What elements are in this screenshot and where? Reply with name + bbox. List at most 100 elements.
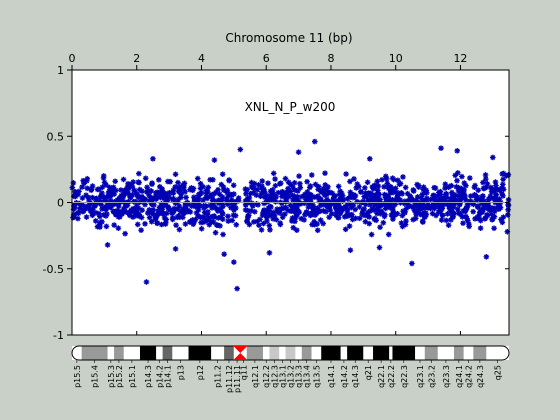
data-point (77, 205, 83, 212)
data-point (323, 208, 329, 215)
band-label: q23.3 (442, 365, 451, 388)
data-point (170, 190, 177, 197)
band-segment (246, 346, 263, 360)
data-point (460, 220, 466, 226)
data-point (211, 157, 218, 163)
data-point (304, 192, 311, 199)
data-point (402, 184, 409, 191)
band-label: p13 (176, 365, 185, 380)
data-point (296, 173, 302, 179)
x-tick-label: 4 (198, 52, 205, 65)
data-point (459, 214, 466, 220)
data-point (259, 178, 265, 184)
data-point (142, 221, 148, 227)
data-point (290, 224, 297, 231)
data-point (347, 178, 353, 185)
data-point (275, 189, 282, 196)
data-point (374, 178, 381, 185)
data-point (111, 222, 117, 228)
data-point (382, 211, 388, 218)
data-point (347, 189, 354, 196)
data-point (381, 183, 387, 190)
data-point (242, 207, 249, 213)
data-point (183, 194, 189, 201)
data-point (135, 194, 142, 201)
data-point (282, 175, 289, 182)
data-point (335, 197, 342, 204)
data-point (282, 211, 288, 217)
data-point (364, 212, 371, 219)
band-label: q12.3 (270, 365, 279, 388)
plot-area: XNL_N_P_w200 (69, 69, 512, 336)
data-point (256, 222, 262, 229)
data-point (448, 182, 455, 189)
data-point (254, 187, 261, 193)
data-point (339, 205, 345, 212)
data-point (438, 145, 444, 151)
data-point (96, 222, 103, 228)
data-point (143, 279, 150, 285)
data-point (267, 227, 273, 233)
data-point (154, 220, 160, 227)
band-segment (340, 346, 348, 360)
data-point (83, 178, 90, 184)
data-point (250, 184, 256, 190)
data-point (301, 200, 308, 207)
data-point (173, 222, 179, 228)
x-tick-label: 0 (69, 52, 76, 65)
data-point (276, 181, 283, 187)
data-point (153, 196, 160, 202)
data-point (161, 215, 168, 221)
data-point (243, 190, 249, 197)
band-label: q24.3 (476, 365, 485, 388)
data-point (226, 177, 232, 183)
data-point (335, 214, 341, 221)
data-point (500, 214, 507, 220)
data-point (408, 197, 415, 203)
data-point (112, 178, 119, 185)
data-point (296, 209, 303, 215)
data-point (505, 171, 512, 178)
data-point (479, 209, 485, 216)
data-point (224, 187, 231, 194)
band-segment (453, 346, 464, 360)
data-point (205, 184, 212, 191)
data-point (496, 202, 503, 209)
data-point (295, 149, 302, 155)
data-point (107, 204, 113, 210)
data-point (172, 184, 178, 190)
data-point (135, 179, 142, 185)
data-point (153, 190, 159, 196)
data-point (106, 184, 113, 191)
data-point (219, 209, 226, 216)
data-point (356, 204, 363, 210)
data-point (138, 227, 144, 234)
data-point (220, 231, 226, 238)
band-label: q11 (240, 365, 249, 380)
y-axis-ticks: 1 0.5 0 -0.5 -1 (43, 64, 509, 342)
band-label: q22.3 (400, 365, 409, 388)
band-label: q22.2 (387, 365, 396, 388)
data-point (419, 191, 425, 198)
data-points (69, 138, 512, 292)
data-point (146, 207, 153, 213)
data-point (92, 218, 99, 224)
data-point (415, 206, 422, 213)
data-point (150, 155, 156, 162)
data-point (397, 180, 404, 187)
data-point (313, 210, 320, 217)
data-point (365, 191, 372, 197)
data-point (288, 208, 294, 215)
data-point (189, 187, 196, 194)
data-point (215, 208, 221, 214)
data-point (83, 214, 90, 220)
data-point (88, 187, 94, 193)
data-point (192, 216, 199, 223)
data-point (182, 202, 189, 208)
band-segment (301, 346, 312, 360)
data-point (258, 227, 265, 233)
data-point (380, 219, 387, 226)
data-point (292, 187, 298, 193)
data-point (270, 170, 277, 177)
data-point (203, 194, 209, 201)
